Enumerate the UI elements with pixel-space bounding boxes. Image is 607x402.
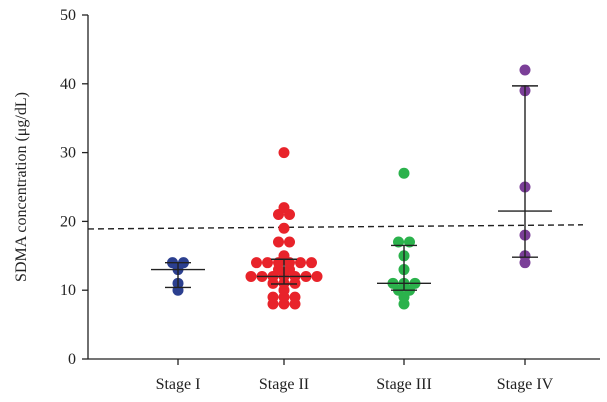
- x-axis: Stage I Stage II Stage III Stage IV: [88, 359, 600, 393]
- x-tick-label: Stage IV: [497, 376, 554, 393]
- x-tick-label: Stage III: [376, 376, 432, 393]
- y-tick-label: 50: [60, 7, 76, 24]
- reference-line: [88, 225, 583, 229]
- y-tick-label: 40: [60, 76, 76, 93]
- y-tick-label: 30: [60, 145, 76, 162]
- reference-line-layer: [88, 225, 583, 229]
- data-points-layer: [167, 65, 531, 310]
- data-point: [312, 271, 323, 282]
- data-point: [306, 257, 317, 268]
- x-tick-label: Stage I: [156, 376, 201, 393]
- y-axis: 0 10 20 30 40 50: [60, 7, 88, 368]
- y-tick-label: 10: [60, 282, 76, 299]
- data-point: [246, 271, 257, 282]
- summary-bars-layer: [151, 86, 552, 290]
- data-point: [520, 65, 531, 76]
- data-point: [284, 237, 295, 248]
- x-tick-label: Stage II: [259, 376, 309, 393]
- data-point: [290, 292, 301, 303]
- data-point: [399, 168, 410, 179]
- y-axis-title: SDMA concentration (μg/dL): [13, 92, 30, 282]
- y-tick-label: 0: [68, 351, 76, 368]
- data-point: [279, 223, 290, 234]
- data-point: [268, 292, 279, 303]
- y-tick-label: 20: [60, 213, 76, 230]
- data-point: [279, 202, 290, 213]
- data-point: [279, 147, 290, 158]
- data-point: [273, 237, 284, 248]
- data-point: [251, 257, 262, 268]
